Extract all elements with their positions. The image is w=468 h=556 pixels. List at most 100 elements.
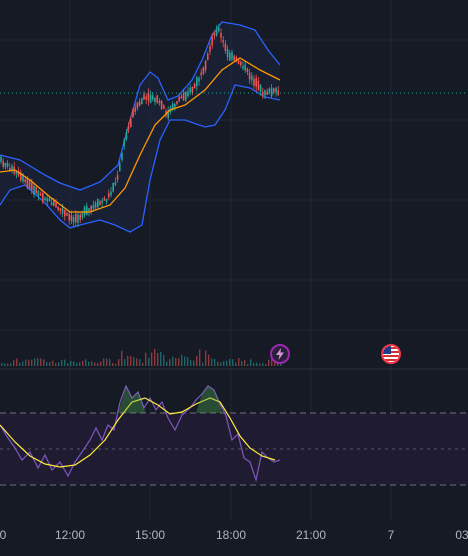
event-marker-lightning[interactable] — [270, 344, 290, 364]
volume-bar — [64, 360, 65, 366]
volume-bar — [259, 364, 260, 366]
candle-body — [68, 214, 70, 220]
volume-bar — [160, 352, 161, 366]
candle-body — [227, 49, 229, 57]
volume-bar — [94, 362, 95, 366]
volume-bar — [223, 361, 224, 366]
candle-body — [231, 52, 233, 60]
candle-body — [66, 213, 68, 216]
candle-body — [55, 203, 57, 207]
volume-bar — [121, 351, 122, 366]
volume-bar — [175, 358, 176, 366]
volume-bar — [211, 358, 212, 366]
volume-bar — [226, 361, 227, 366]
volume-bar — [88, 362, 89, 366]
candle-body — [141, 98, 143, 104]
candle-body — [251, 76, 253, 80]
candle-body — [134, 107, 136, 111]
candle-body — [123, 140, 125, 146]
candle-body — [73, 217, 75, 222]
volume-bar — [61, 360, 62, 366]
time-label-21: 21:00 — [296, 528, 326, 542]
candle-body — [262, 92, 264, 95]
candle-body — [82, 213, 84, 218]
candle-body — [132, 109, 134, 117]
volume-bar — [43, 359, 44, 366]
volume-bar — [22, 362, 23, 366]
candle-body — [247, 68, 249, 72]
volume-bar — [205, 351, 206, 366]
candle-body — [225, 44, 227, 51]
volume-bar — [244, 360, 245, 366]
candle-body — [79, 215, 81, 220]
volume-bars — [1, 349, 281, 366]
volume-bar — [151, 352, 152, 366]
candle-body — [161, 101, 163, 110]
candle-body — [31, 183, 33, 190]
candle-body — [163, 106, 165, 109]
time-label-7: 7 — [388, 528, 395, 542]
volume-bar — [142, 363, 143, 366]
candle-body — [145, 97, 147, 100]
volume-bar — [127, 356, 128, 366]
candle-body — [60, 208, 62, 211]
volume-bar — [136, 358, 137, 366]
volume-bar — [28, 360, 29, 366]
volume-bar — [25, 359, 26, 366]
candle-body — [119, 164, 121, 172]
candle-body — [249, 73, 251, 80]
volume-bar — [163, 355, 164, 366]
volume-bar — [154, 349, 155, 366]
candle-body — [42, 193, 44, 202]
candle-body — [46, 198, 48, 201]
candle-body — [44, 198, 46, 201]
volume-bar — [208, 355, 209, 366]
rsi-overbought-fill — [118, 386, 222, 413]
candle-body — [115, 182, 117, 185]
volume-bar — [49, 362, 50, 366]
candle-body — [154, 98, 156, 102]
candle-body — [185, 92, 187, 101]
candle-body — [75, 214, 77, 222]
candle-body — [150, 95, 152, 103]
candle-body — [273, 88, 275, 92]
time-label-18: 18:00 — [216, 528, 246, 542]
candle-body — [139, 101, 141, 105]
candle-body — [121, 153, 123, 160]
candle-body — [128, 127, 130, 130]
volume-bar — [202, 363, 203, 366]
time-label-03: 03 — [455, 528, 468, 542]
candle-body — [137, 103, 139, 109]
candle-body — [220, 33, 222, 38]
candle-body — [174, 104, 176, 108]
candle-body — [97, 199, 99, 207]
volume-bar — [115, 364, 116, 366]
time-label-12: 12:00 — [55, 528, 85, 542]
candle-body — [35, 187, 37, 193]
volume-bar — [232, 359, 233, 366]
candle-body — [2, 161, 4, 167]
candle-body — [242, 66, 244, 69]
volume-bar — [34, 358, 35, 366]
event-marker-us[interactable] — [381, 344, 401, 364]
candle-body — [84, 207, 86, 215]
volume-bar — [169, 359, 170, 366]
lightning-icon — [274, 348, 286, 360]
candle-body — [240, 62, 242, 65]
candle-body — [5, 163, 7, 167]
candle-body — [178, 97, 180, 101]
volume-bar — [238, 358, 239, 366]
candle-body — [253, 79, 255, 86]
volume-bar — [148, 358, 149, 366]
volume-bar — [184, 356, 185, 366]
volume-bar — [55, 363, 56, 366]
candle-body — [203, 67, 205, 74]
volume-bar — [172, 357, 173, 366]
candle-body — [269, 89, 271, 92]
volume-bar — [199, 349, 200, 366]
volume-bar — [250, 359, 251, 366]
candle-body — [38, 191, 40, 196]
candle-body — [255, 78, 257, 87]
candle-body — [200, 73, 202, 76]
